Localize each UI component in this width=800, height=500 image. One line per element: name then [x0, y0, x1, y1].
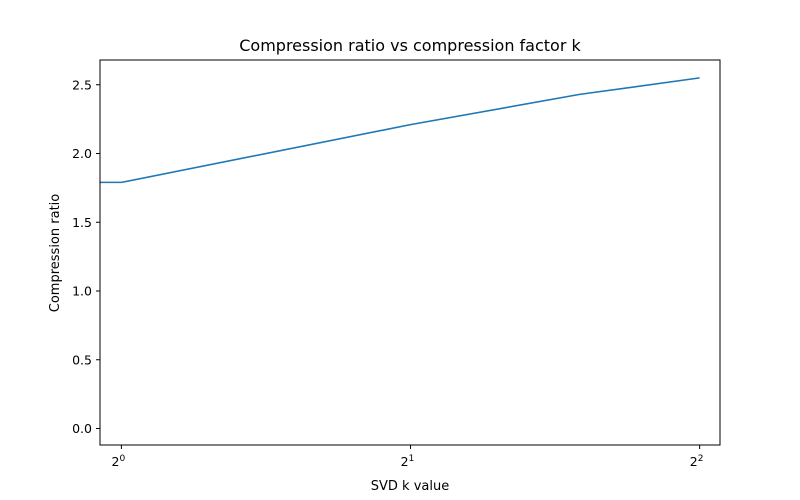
y-axis-label: Compression ratio [48, 194, 63, 313]
y-tick-label: 1.0 [72, 284, 92, 299]
chart-title: Compression ratio vs compression factor … [239, 36, 581, 55]
y-tick-label: 2.0 [72, 146, 92, 161]
y-tick-label: 0.0 [72, 421, 92, 436]
plot-frame [99, 59, 721, 446]
x-axis: 20 21 22 [112, 445, 704, 469]
x-tick-label: 20 [112, 454, 126, 469]
x-axis-label: SVD k value [371, 479, 449, 494]
y-tick-label: 0.5 [72, 352, 92, 367]
plot-area [100, 77, 700, 184]
series-line [100, 77, 700, 184]
x-tick-label: 21 [401, 454, 415, 469]
y-tick-label: 1.5 [72, 215, 92, 230]
y-axis: 0.0 0.5 1.0 1.5 2.0 2.5 [72, 77, 100, 436]
y-tick-label: 2.5 [72, 77, 92, 92]
x-tick-label: 22 [690, 454, 704, 469]
